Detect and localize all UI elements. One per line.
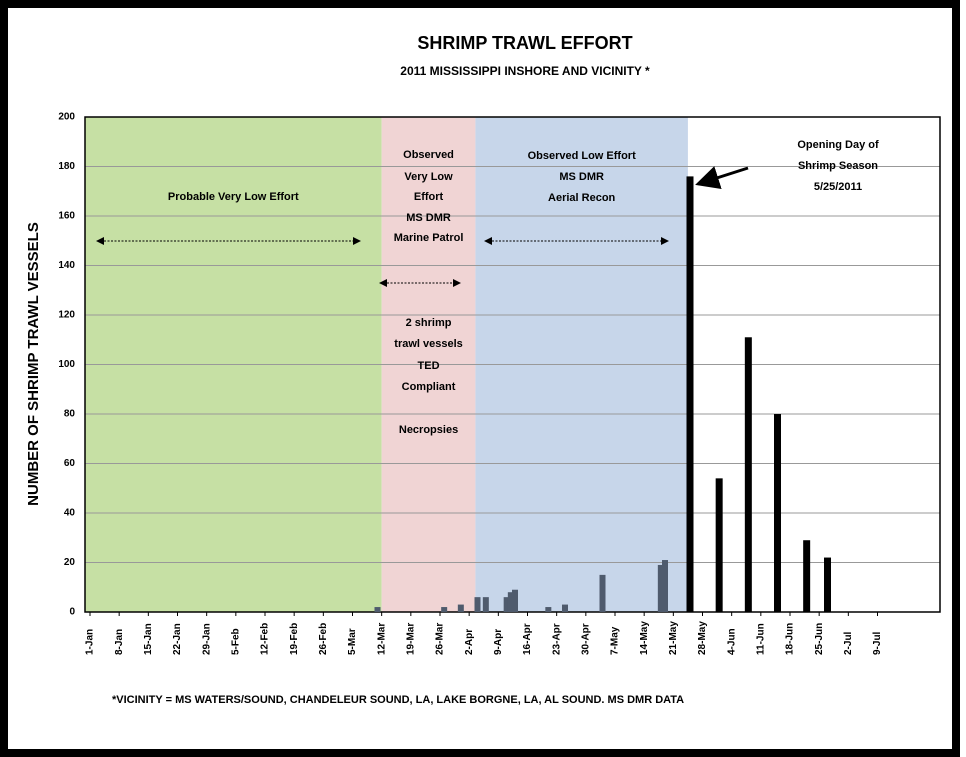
x-tick-label: 14-May — [639, 621, 650, 655]
region-text: 2 shrimp — [406, 317, 452, 329]
bar — [512, 589, 518, 612]
x-tick-label: 26-Feb — [318, 623, 329, 655]
bar — [503, 597, 510, 612]
y-tick-label: 200 — [58, 112, 75, 123]
x-tick-label: 5-Mar — [347, 628, 358, 655]
y-axis-label: NUMBER OF SHRIMP TRAWL VESSELS — [25, 222, 42, 506]
y-tick-label: 60 — [64, 458, 76, 469]
bar — [744, 337, 752, 612]
x-tick-label: 18-Jun — [785, 623, 796, 655]
footnote: *VICINITY = MS WATERS/SOUND, CHANDELEUR … — [112, 694, 684, 706]
x-tick-label: 19-Feb — [289, 623, 300, 655]
x-tick-label: 2-Apr — [464, 629, 475, 655]
x-tick-label: 23-Apr — [551, 623, 562, 655]
y-tick-label: 40 — [64, 508, 76, 519]
x-tick-label: 9-Jul — [872, 631, 883, 655]
x-tick-label: 12-Feb — [260, 623, 271, 655]
x-tick-label: 29-Jan — [201, 623, 212, 655]
region-text: Aerial Recon — [548, 192, 616, 204]
region-text: trawl vessels — [394, 338, 463, 350]
region-text: MS DMR — [406, 212, 451, 224]
bar — [441, 607, 448, 612]
bar — [803, 540, 811, 612]
region-text: Effort — [414, 191, 444, 203]
y-tick-label: 120 — [58, 310, 75, 321]
region-text: Marine Patrol — [394, 232, 464, 244]
region-text: Probable Very Low Effort — [168, 191, 299, 203]
x-tick-label: 19-Mar — [405, 623, 416, 655]
x-tick-label: 30-Apr — [580, 623, 591, 655]
bar — [662, 560, 668, 612]
x-tick-label: 1-Jan — [85, 629, 96, 655]
bar — [599, 574, 606, 612]
bar — [774, 414, 781, 612]
bar — [507, 592, 514, 612]
bar — [715, 478, 723, 612]
bar — [562, 604, 568, 612]
chart-subtitle: 2011 MISSISSIPPI INSHORE AND VICINITY * — [400, 64, 650, 78]
region-text: TED — [418, 360, 440, 372]
x-tick-label: 12-Mar — [376, 623, 387, 655]
y-tick-label: 100 — [58, 359, 75, 370]
annotation-text: Opening Day of — [797, 139, 879, 151]
x-tick-label: 11-Jun — [755, 623, 766, 655]
region-text: Observed Low Effort — [528, 150, 637, 162]
y-tick-label: 140 — [58, 260, 75, 271]
x-tick-label: 22-Jan — [172, 623, 183, 655]
annotation-text: Shrimp Season — [798, 160, 878, 172]
bar — [457, 604, 464, 612]
x-tick-label: 4-Jun — [726, 628, 737, 655]
x-tick-label: 16-Apr — [522, 623, 533, 655]
region-text: Observed — [403, 149, 454, 161]
x-tick-label: 15-Jan — [143, 623, 154, 655]
y-tick-label: 80 — [64, 409, 76, 420]
x-tick-label: 28-May — [697, 621, 708, 655]
region-text: Necropsies — [399, 424, 458, 436]
x-tick-label: 9-Apr — [493, 629, 504, 655]
x-tick-label: 25-Jun — [814, 623, 825, 655]
bar — [657, 564, 664, 612]
bar — [374, 607, 381, 612]
region-text: Compliant — [402, 381, 456, 393]
x-tick-label: 2-Jul — [843, 631, 854, 655]
chart-title: SHRIMP TRAWL EFFORT — [417, 33, 632, 53]
x-tick-label: 7-May — [610, 626, 621, 655]
x-tick-label: 21-May — [668, 621, 679, 655]
bar — [482, 597, 489, 612]
annotation-arrow — [695, 166, 749, 190]
x-tick-label: 5-Feb — [230, 628, 241, 655]
bar — [474, 597, 481, 612]
region-text: Very Low — [404, 171, 453, 183]
bar — [545, 607, 552, 612]
x-tick-label: 8-Jan — [114, 629, 125, 655]
y-tick-label: 160 — [58, 211, 75, 222]
x-tick-label: 26-Mar — [435, 623, 446, 655]
bar — [824, 557, 831, 612]
y-tick-label: 180 — [58, 161, 75, 172]
region-text: MS DMR — [559, 171, 604, 183]
y-tick-label: 20 — [64, 557, 76, 568]
annotation-text: 5/25/2011 — [814, 181, 862, 193]
y-tick-label: 0 — [69, 607, 75, 618]
bar — [686, 176, 694, 612]
